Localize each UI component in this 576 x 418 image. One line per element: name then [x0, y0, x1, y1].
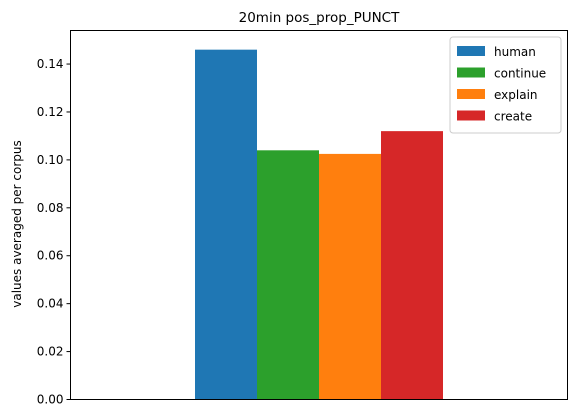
bar-human [195, 49, 257, 400]
legend-swatch-human [457, 46, 485, 56]
y-tick-label: 0.12 [37, 105, 64, 119]
y-axis-label: values averaged per corpus [10, 140, 24, 308]
y-tick-label: 0.02 [37, 345, 64, 359]
legend-swatch-explain [457, 89, 485, 99]
legend-label-create: create [494, 110, 532, 124]
bar-explain [319, 153, 381, 400]
y-axis: 0.00 0.02 0.04 0.06 0.08 0.10 0.12 0.14 [37, 57, 71, 407]
chart-title: 20min pos_prop_PUNCT [239, 10, 400, 26]
legend-swatch-continue [457, 67, 485, 78]
legend-label-explain: explain [494, 88, 538, 102]
legend-box [449, 36, 562, 134]
y-tick-label: 0.08 [37, 201, 64, 215]
legend-label-continue: continue [494, 67, 546, 81]
y-tick-label: 0.06 [37, 249, 64, 263]
y-tick-label: 0.00 [37, 393, 64, 407]
legend: human continue explain create [449, 36, 562, 134]
plot-frame [70, 30, 568, 400]
y-tick-label: 0.04 [37, 297, 64, 311]
legend-label-human: human [494, 45, 536, 59]
bar-create [381, 131, 443, 400]
y-tick-label: 0.10 [37, 153, 64, 167]
bar-continue [257, 150, 319, 400]
legend-swatch-create [457, 110, 485, 121]
bars-group [195, 49, 443, 400]
y-tick-label: 0.14 [37, 57, 64, 71]
